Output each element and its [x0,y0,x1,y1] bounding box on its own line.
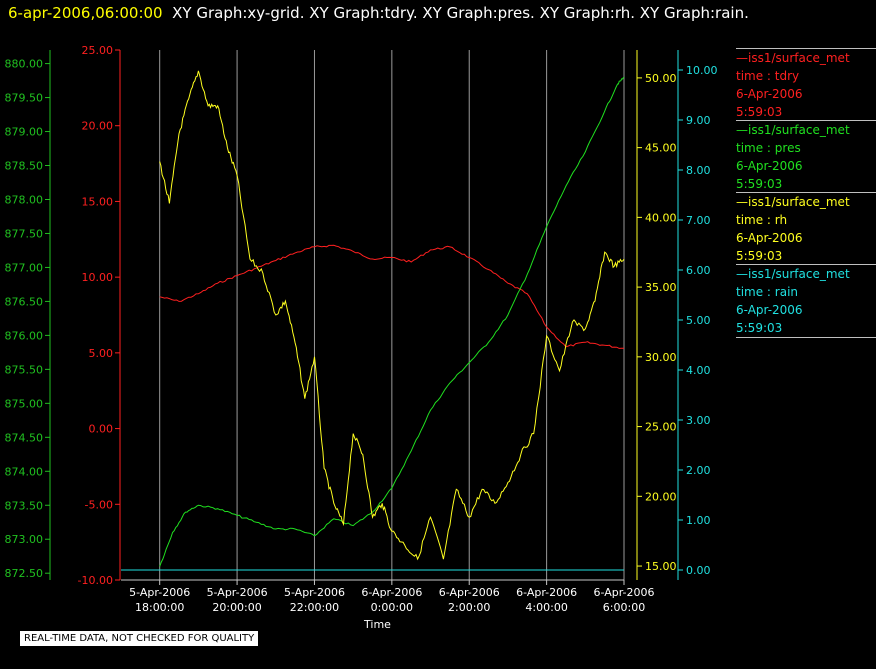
legend-field: time : rain [736,285,799,299]
y-tick-label-tdry: 0.00 [89,423,114,436]
y-tick-label-rh: 15.00 [645,560,677,573]
quality-disclaimer: REAL-TIME DATA, NOT CHECKED FOR QUALITY [20,631,259,646]
y-tick-label-rain: 4.00 [686,364,711,377]
legend-source: —iss1/surface_met [736,51,850,65]
y-tick-label-pres: 878.00 [5,193,44,206]
y-tick-label-rain: 3.00 [686,414,711,427]
legend-entry-pres: —iss1/surface_met time : pres 6-Apr-2006… [736,120,876,193]
y-tick-label-pres: 878.50 [5,160,44,173]
y-tick-label-pres: 876.00 [5,329,44,342]
y-tick-label-pres: 874.00 [5,465,44,478]
x-tick-label-date: 5-Apr-2006 [129,586,190,599]
legend-date: 6-Apr-2006 [736,159,803,173]
y-tick-label-rh: 20.00 [645,490,677,503]
y-tick-label-pres: 875.00 [5,397,44,410]
y-tick-label-tdry: 5.00 [89,347,114,360]
legend-source: —iss1/surface_met [736,195,850,209]
y-tick-label-tdry: 20.00 [82,120,114,133]
y-tick-label-pres: 877.50 [5,227,44,240]
y-tick-label-rain: 1.00 [686,514,711,527]
y-tick-label-rh: 45.00 [645,142,677,155]
y-tick-label-pres: 879.00 [5,126,44,139]
y-tick-label-rain: 8.00 [686,164,711,177]
y-tick-label-tdry: 25.00 [82,44,114,57]
y-tick-label-pres: 873.50 [5,499,44,512]
legend-separator [736,264,876,265]
y-tick-label-pres: 875.50 [5,363,44,376]
legend-time: 5:59:03 [736,177,783,191]
y-tick-label-pres: 872.50 [5,567,44,580]
legend-date: 6-Apr-2006 [736,303,803,317]
y-tick-label-rain: 6.00 [686,264,711,277]
y-tick-label-rain: 7.00 [686,214,711,227]
y-tick-label-pres: 877.00 [5,261,44,274]
series-line-rh [159,70,625,561]
x-tick-label-date: 6-Apr-2006 [439,586,500,599]
y-tick-label-rain: 9.00 [686,114,711,127]
legend-source: —iss1/surface_met [736,267,850,281]
y-tick-label-pres: 876.50 [5,295,44,308]
legend-separator [736,192,876,193]
x-tick-label-time: 0:00:00 [371,601,413,614]
title-timestamp: 6-apr-2006,06:00:00 [8,4,163,22]
y-tick-label-pres: 873.00 [5,533,44,546]
legend-entry-tdry: —iss1/surface_met time : tdry 6-Apr-2006… [736,48,876,121]
legend-source: —iss1/surface_met [736,123,850,137]
y-tick-label-pres: 880.00 [5,58,44,71]
y-tick-label-rh: 35.00 [645,281,677,294]
legend-entry-rh: —iss1/surface_met time : rh 6-Apr-2006 5… [736,192,876,265]
window-title: 6-apr-2006,06:00:00 XY Graph:xy-grid. XY… [8,4,749,22]
x-tick-label-date: 6-Apr-2006 [593,586,654,599]
y-tick-label-rain: 10.00 [686,64,718,77]
y-tick-label-tdry: 10.00 [82,271,114,284]
legend-separator [736,337,876,338]
legend-field: time : rh [736,213,788,227]
legend-time: 5:59:03 [736,321,783,335]
legend-date: 6-Apr-2006 [736,231,803,245]
y-tick-label-rh: 25.00 [645,421,677,434]
legend-entry-rain: —iss1/surface_met time : rain 6-Apr-2006… [736,264,876,338]
series-line-pres [159,76,625,567]
x-tick-label-time: 6:00:00 [603,601,645,614]
y-tick-label-tdry: 15.00 [82,195,114,208]
legend-field: time : tdry [736,69,800,83]
x-tick-label-date: 6-Apr-2006 [361,586,422,599]
x-tick-label-date: 5-Apr-2006 [207,586,268,599]
y-tick-label-rh: 30.00 [645,351,677,364]
y-tick-label-pres: 879.50 [5,92,44,105]
y-tick-label-pres: 874.50 [5,431,44,444]
y-tick-label-tdry: -10.00 [78,574,113,587]
series-line-tdry [159,244,624,349]
legend-field: time : pres [736,141,801,155]
x-tick-label-time: 18:00:00 [135,601,184,614]
x-tick-label-date: 6-Apr-2006 [516,586,577,599]
x-tick-label-time: 2:00:00 [448,601,490,614]
legend-date: 6-Apr-2006 [736,87,803,101]
x-tick-label-time: 4:00:00 [525,601,567,614]
y-tick-label-rain: 0.00 [686,564,711,577]
x-axis-title: Time [363,618,391,631]
y-tick-label-rh: 50.00 [645,72,677,85]
y-tick-label-rain: 2.00 [686,464,711,477]
legend-separator [736,120,876,121]
title-graph-list: XY Graph:xy-grid. XY Graph:tdry. XY Grap… [172,4,749,22]
y-tick-label-rain: 5.00 [686,314,711,327]
x-tick-label-date: 5-Apr-2006 [284,586,345,599]
x-tick-label-time: 22:00:00 [290,601,339,614]
x-tick-label-time: 20:00:00 [212,601,261,614]
y-tick-label-tdry: -5.00 [85,498,113,511]
legend-time: 5:59:03 [736,249,783,263]
legend-time: 5:59:03 [736,105,783,119]
legend-separator [736,48,876,49]
y-tick-label-rh: 40.00 [645,211,677,224]
